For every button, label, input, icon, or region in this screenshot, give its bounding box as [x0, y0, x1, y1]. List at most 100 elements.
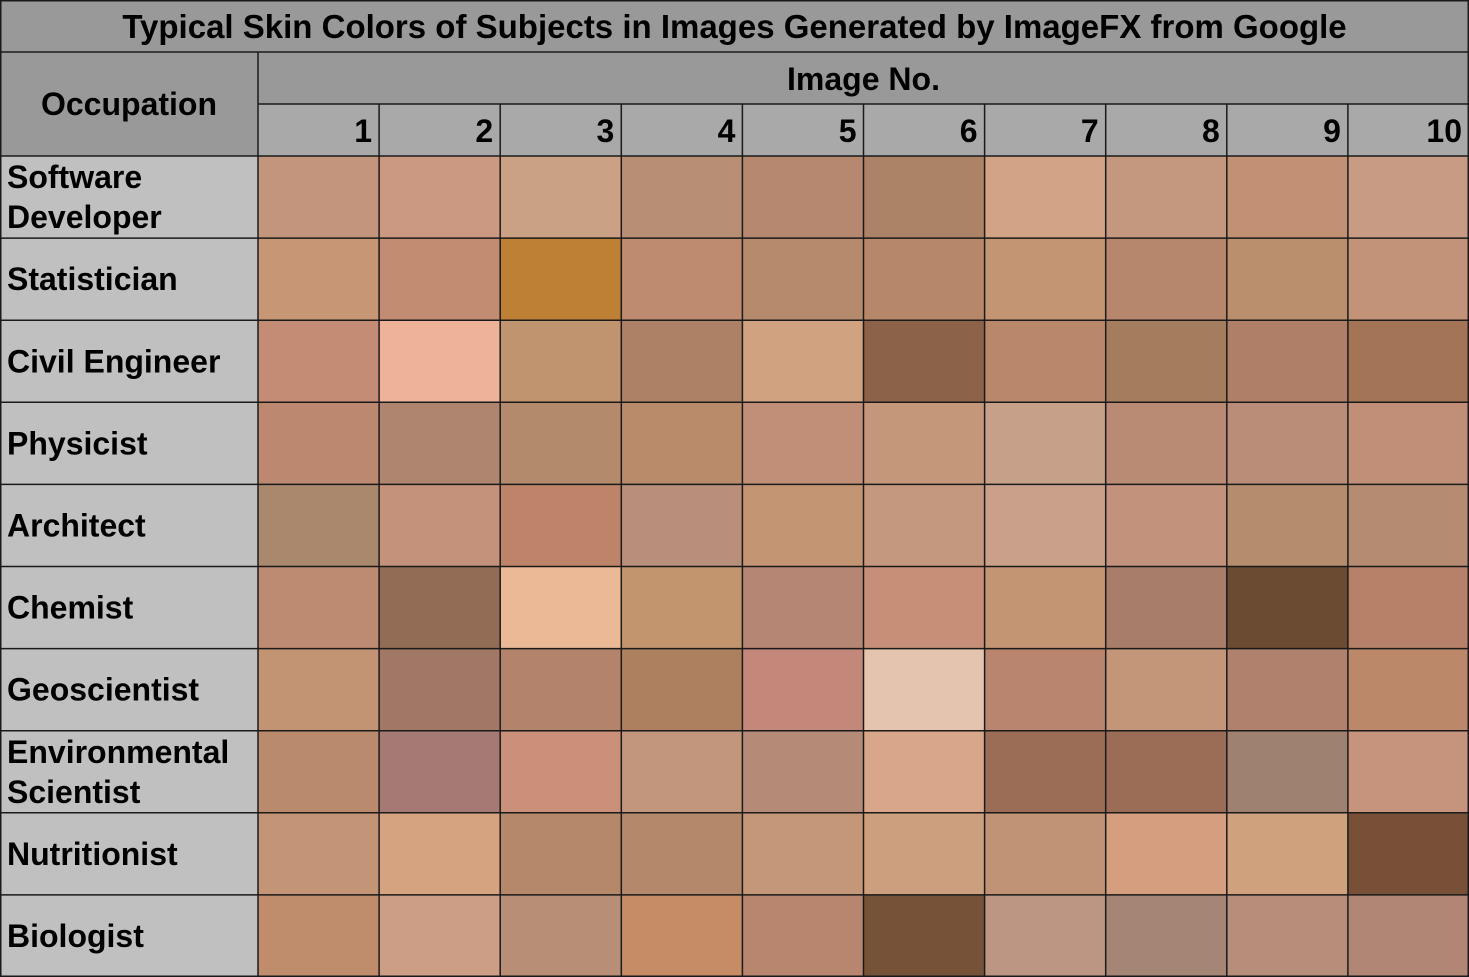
heatmap-cell: [621, 812, 743, 895]
column-number-label: 6: [960, 113, 978, 149]
heatmap-cell: [863, 566, 985, 649]
heatmap-cell: [500, 238, 622, 321]
row-label-cell: [0, 812, 258, 895]
heatmap-cell: [1347, 566, 1469, 649]
row-label: Architect: [7, 507, 146, 543]
row-header-label: Occupation: [41, 86, 217, 122]
heatmap-cell: [500, 402, 622, 485]
heatmap-cell: [621, 566, 743, 649]
heatmap-cell: [500, 156, 622, 239]
row-label: Scientist: [7, 774, 141, 810]
heatmap-cell: [500, 484, 622, 567]
heatmap-cell: [984, 320, 1106, 403]
heatmap-cell: [379, 730, 501, 813]
column-number-label: 2: [475, 113, 493, 149]
heatmap-cell: [984, 484, 1106, 567]
column-number-label: 8: [1202, 113, 1220, 149]
row-label-cell: [0, 238, 258, 321]
heatmap-cell: [742, 894, 864, 977]
heatmap-cell: [1347, 894, 1469, 977]
heatmap-cell: [1226, 238, 1348, 321]
heatmap-cell: [863, 648, 985, 731]
heatmap-cell: [379, 484, 501, 567]
heatmap-cell: [863, 238, 985, 321]
heatmap-cell: [984, 566, 1106, 649]
column-number-label: 3: [597, 113, 615, 149]
heatmap-cell: [1105, 812, 1227, 895]
row-label: Physicist: [7, 425, 148, 461]
heatmap-cell: [621, 156, 743, 239]
heatmap-cell: [1347, 730, 1469, 813]
heatmap-cell: [379, 566, 501, 649]
column-number-label: 1: [354, 113, 372, 149]
heatmap-cell: [742, 402, 864, 485]
heatmap-cell: [258, 320, 380, 403]
row-header-cell: [0, 52, 258, 156]
heatmap-cell: [742, 566, 864, 649]
row-label: Chemist: [7, 590, 134, 626]
heatmap-cell: [1105, 894, 1227, 977]
heatmap-cell: [258, 812, 380, 895]
row-label-cell: [0, 894, 258, 977]
heatmap-cell: [742, 648, 864, 731]
heatmap-cell: [1226, 402, 1348, 485]
heatmap-cell: [258, 156, 380, 239]
column-header-cell: [258, 52, 1469, 104]
heatmap-cell: [258, 484, 380, 567]
column-number-label: 7: [1081, 113, 1099, 149]
row-label: Statistician: [7, 261, 178, 297]
row-label-cell: [0, 730, 258, 813]
heatmap-cell: [621, 648, 743, 731]
heatmap-cell: [984, 402, 1106, 485]
heatmap-cell: [1347, 812, 1469, 895]
heatmap-cell: [1226, 812, 1348, 895]
heatmap-cell: [863, 894, 985, 977]
heatmap-cell: [863, 156, 985, 239]
row-label: Software: [7, 159, 142, 195]
heatmap-cell: [1105, 156, 1227, 239]
heatmap-cell: [984, 156, 1106, 239]
heatmap-cell: [1226, 566, 1348, 649]
heatmap-cell: [1347, 320, 1469, 403]
heatmap-cell: [379, 894, 501, 977]
heatmap-cell: [984, 812, 1106, 895]
row-label-cell: [0, 566, 258, 649]
heatmap-cell: [742, 812, 864, 895]
heatmap-cell: [984, 648, 1106, 731]
heatmap-cell: [1226, 320, 1348, 403]
heatmap-cell: [1226, 894, 1348, 977]
column-number-label: 5: [839, 113, 857, 149]
heatmap-cell: [742, 156, 864, 239]
heatmap-cell: [258, 894, 380, 977]
heatmap-cell: [984, 730, 1106, 813]
row-label-cell: [0, 320, 258, 403]
heatmap-cell: [1347, 484, 1469, 567]
heatmap-cell: [1347, 648, 1469, 731]
heatmap-cell: [1347, 156, 1469, 239]
heatmap-cell: [621, 484, 743, 567]
heatmap-cell: [1105, 730, 1227, 813]
heatmap-cell: [863, 484, 985, 567]
heatmap-cell: [500, 566, 622, 649]
heatmap-cell: [621, 730, 743, 813]
heatmap-cell: [1105, 238, 1227, 321]
heatmap-cell: [621, 894, 743, 977]
heatmap-cell: [1226, 156, 1348, 239]
heatmap-cell: [500, 894, 622, 977]
chart-title: Typical Skin Colors of Subjects in Image…: [122, 8, 1346, 45]
heatmap-cell: [1105, 484, 1227, 567]
heatmap-cell: [379, 320, 501, 403]
heatmap-cell: [379, 812, 501, 895]
row-label: Nutritionist: [7, 836, 178, 872]
heatmap-cell: [258, 648, 380, 731]
heatmap-cell: [742, 484, 864, 567]
heatmap-cell: [1347, 402, 1469, 485]
heatmap-cell: [742, 238, 864, 321]
heatmap-cell: [742, 730, 864, 813]
row-label: Geoscientist: [7, 672, 199, 708]
heatmap-cell: [379, 156, 501, 239]
heatmap-cell: [863, 402, 985, 485]
heatmap-cell: [863, 812, 985, 895]
row-label: Developer: [7, 199, 162, 235]
